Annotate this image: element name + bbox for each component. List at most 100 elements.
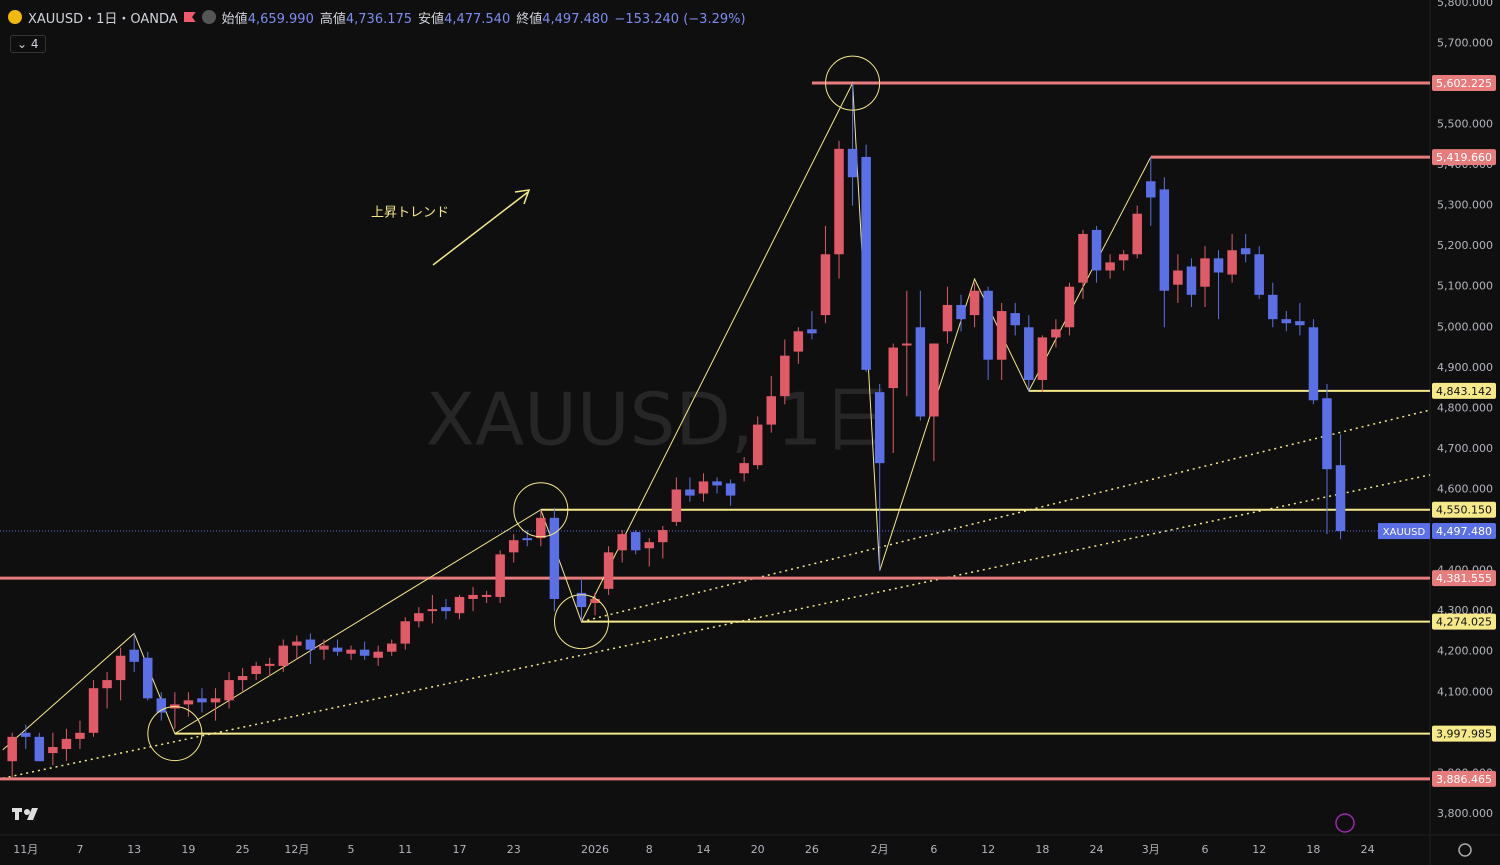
candle-body	[1159, 189, 1170, 291]
candle-body	[590, 598, 600, 604]
y-tick-label: 5,100.000	[1437, 280, 1493, 293]
candle-body	[766, 396, 776, 425]
x-tick-label: 7	[76, 843, 83, 856]
settings-icon[interactable]	[1458, 843, 1472, 857]
candle-body	[346, 649, 356, 654]
symbol: XAUUSD・1日・OANDA	[28, 11, 178, 27]
candle-body	[427, 609, 438, 612]
candle-body	[712, 481, 722, 486]
x-tick-label: 11月	[13, 843, 38, 856]
candle-body	[454, 596, 465, 614]
candle-body	[942, 304, 953, 332]
watermark: XAUUSD, 1日	[426, 378, 895, 462]
candle-body	[1118, 254, 1129, 261]
x-tick-label: 18	[1035, 843, 1049, 856]
candle-body	[807, 329, 817, 334]
price-tag	[1432, 523, 1496, 540]
candle-body	[102, 680, 112, 689]
x-tick-label: 13	[127, 843, 141, 856]
candle-body	[481, 594, 492, 597]
candle-body	[603, 552, 614, 589]
candle-body	[156, 698, 167, 713]
low-label: 安値	[418, 11, 445, 27]
level-label: 4,381.555	[1436, 572, 1492, 585]
candle-body	[386, 643, 397, 652]
candle-body	[319, 645, 329, 650]
candle-body	[129, 649, 139, 662]
candle-body	[1078, 233, 1088, 283]
price-tag	[1378, 523, 1430, 540]
level-label: 4,843.142	[1436, 385, 1492, 398]
candle-body	[888, 347, 898, 389]
x-tick-label: 12	[1252, 843, 1266, 856]
candle-body	[1010, 313, 1020, 326]
y-tick-label: 5,200.000	[1437, 239, 1493, 252]
x-tick-label: 11	[398, 843, 412, 856]
x-tick-label: 6	[930, 843, 937, 856]
candle-body	[251, 665, 261, 675]
x-tick-label: 19	[181, 843, 195, 856]
candle-body	[48, 746, 58, 754]
x-tick-label: 5	[348, 843, 355, 856]
level-label: 5,419.660	[1436, 151, 1492, 164]
flag[interactable]	[183, 12, 196, 22]
candle-body	[834, 148, 844, 255]
x-tick-label: 2026	[581, 843, 609, 856]
y-tick-label: 5,800.000	[1437, 0, 1493, 9]
y-tick-label: 4,200.000	[1437, 645, 1493, 658]
x-tick-label: 23	[507, 843, 521, 856]
candle-body	[739, 463, 749, 474]
highlight-circle	[553, 594, 609, 650]
candle-body	[1173, 270, 1183, 285]
candle-body	[576, 592, 587, 608]
candle-body	[359, 649, 370, 656]
indicator-toggle[interactable]: ⌄ 4	[10, 35, 46, 53]
candle-body	[1064, 286, 1075, 328]
candle-body	[617, 534, 627, 551]
candle-body	[861, 156, 871, 370]
symbol-icon	[8, 10, 22, 24]
candle-body	[874, 392, 885, 464]
candle-body	[1051, 329, 1061, 338]
change: −153.240 (−3.29%)	[614, 11, 746, 27]
close-label: 終値	[516, 11, 543, 27]
candle-body	[644, 542, 655, 549]
candle-body	[1268, 294, 1278, 320]
candle-body	[264, 663, 275, 666]
candle-body	[21, 732, 31, 737]
alert-icon[interactable]	[1335, 813, 1355, 833]
x-tick-label: 25	[236, 843, 250, 856]
candle-body	[956, 304, 966, 320]
candle-body	[1091, 229, 1102, 271]
candle-body	[820, 254, 831, 316]
y-tick-label: 4,600.000	[1437, 482, 1493, 495]
candle-body	[1254, 254, 1264, 295]
candle-body	[996, 311, 1007, 360]
candle-body	[549, 517, 560, 599]
level-label: 4,274.025	[1436, 616, 1492, 629]
x-tick-label: 24	[1361, 843, 1375, 856]
candle-body	[1024, 327, 1034, 380]
level-tag	[1432, 149, 1496, 166]
x-tick-label: 12月	[284, 843, 309, 856]
status	[201, 10, 216, 24]
x-tick-label: 14	[696, 843, 710, 856]
candle-body	[508, 540, 519, 553]
y-tick-label: 5,300.000	[1437, 199, 1493, 212]
level-tag	[1432, 501, 1496, 518]
low-value: 4,477.540	[444, 11, 511, 27]
candle-body	[1186, 266, 1197, 295]
candle-body	[305, 639, 316, 650]
x-tick-label: 8	[646, 843, 653, 856]
candle-body	[292, 641, 302, 646]
candle-body	[658, 530, 668, 543]
candle-body	[332, 647, 343, 652]
candle-body	[630, 532, 641, 551]
y-tick-label: 4,800.000	[1437, 401, 1493, 414]
x-tick-label: 17	[452, 843, 466, 856]
high-value: 4,736.175	[345, 11, 413, 27]
candle-body	[1335, 465, 1346, 532]
annotation-arrow	[432, 191, 529, 266]
x-tick-label: 12	[981, 843, 995, 856]
candle-body	[34, 736, 45, 762]
